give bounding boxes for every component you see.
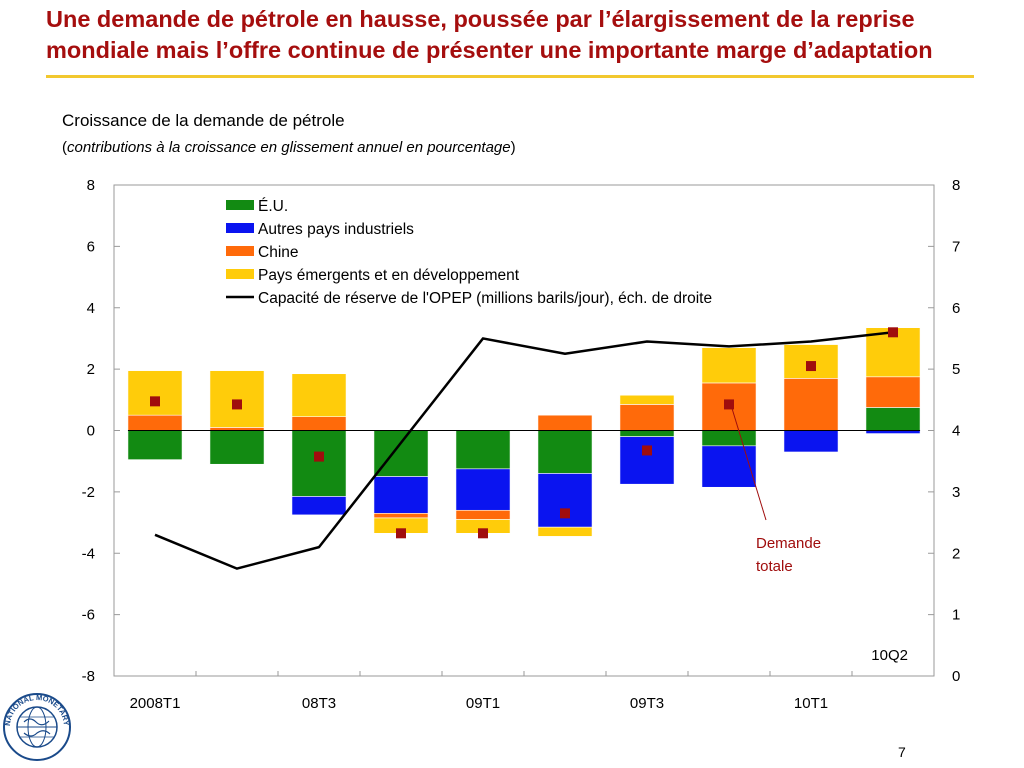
title-underline xyxy=(46,75,974,78)
x-axis-tick-label: 09T3 xyxy=(630,695,664,712)
bar-segment-other xyxy=(619,436,675,485)
total-demand-annotation-line2: totale xyxy=(756,558,793,575)
legend-swatch-other xyxy=(226,223,254,233)
x-axis-tick-label: 09T1 xyxy=(466,695,500,712)
bar-segment-us xyxy=(127,430,183,460)
chart-legend: É.U. Autres pays industriels Chine Pays éme… xyxy=(226,198,712,307)
bar-segment-china xyxy=(291,416,347,431)
total-demand-marker xyxy=(888,327,898,338)
bar-segment-emerging xyxy=(209,370,265,428)
bar-segment-emerging xyxy=(537,526,593,537)
bar-segment-china xyxy=(127,414,183,431)
bar-segment-emerging xyxy=(291,373,347,417)
chart-subtitle: (contributions à la croissance en glisse… xyxy=(62,139,516,156)
right-axis-tick-label: 4 xyxy=(952,423,960,440)
total-demand-marker xyxy=(478,528,488,539)
left-axis-tick-label: 6 xyxy=(87,238,95,255)
slide-title: Une demande de pétrole en hausse, poussé… xyxy=(46,6,933,63)
bar-segment-other xyxy=(783,430,839,453)
bar-segment-china xyxy=(865,376,921,408)
imf-logo: INTERNATIONAL MONETARY FUND xyxy=(2,692,71,761)
bar-segment-other xyxy=(291,496,347,516)
legend-swatch-china xyxy=(226,246,254,256)
bar-segment-us xyxy=(455,430,511,470)
total-demand-marker xyxy=(396,528,406,539)
legend-label-other: Autres pays industriels xyxy=(258,221,414,238)
chart-subtitle-text: contributions à la croissance en glissem… xyxy=(67,139,511,156)
stacked-bars xyxy=(127,327,921,537)
bar-segment-us xyxy=(701,430,757,447)
total-demand-marker xyxy=(806,361,816,372)
bar-segment-us xyxy=(865,407,921,431)
bar-segment-emerging xyxy=(619,394,675,405)
left-axis-tick-label: 0 xyxy=(87,423,95,440)
left-axis-tick-label: 4 xyxy=(87,300,95,317)
right-axis-tick-label: 7 xyxy=(952,238,960,255)
right-axis-tick-label: 5 xyxy=(952,361,960,378)
right-axis-tick-label: 1 xyxy=(952,607,960,624)
period-annotation: 10Q2 xyxy=(871,647,908,664)
left-axis-tick-label: -8 xyxy=(82,668,95,685)
total-demand-annotation-line1: Demande xyxy=(756,535,821,552)
axis-labels: 8 6 4 2 0 -2 -4 -6 -8 8 7 6 5 4 3 2 1 0 2008T1 08T3 09T1 09T3… xyxy=(82,177,961,712)
chart-title: Croissance de la demande de pétrole xyxy=(62,111,345,130)
right-axis-tick-label: 6 xyxy=(952,300,960,317)
left-axis-tick-label: 2 xyxy=(87,361,95,378)
legend-swatch-us xyxy=(226,200,254,210)
bar-segment-other xyxy=(455,468,511,511)
bar-segment-emerging xyxy=(701,347,757,384)
x-axis-tick-label: 2008T1 xyxy=(130,695,181,712)
bar-segment-us xyxy=(619,430,675,437)
left-axis-tick-label: 8 xyxy=(87,177,95,194)
legend-label-china: Chine xyxy=(258,244,299,261)
opec-spare-capacity-line xyxy=(154,331,894,570)
bar-segment-other xyxy=(373,476,429,514)
bar-segment-us xyxy=(537,430,593,474)
left-axis-tick-label: -2 xyxy=(82,484,95,501)
bar-segment-china xyxy=(537,414,593,431)
total-demand-marker xyxy=(150,396,160,407)
page-number: 7 xyxy=(898,744,906,760)
bar-segment-china xyxy=(619,404,675,431)
left-axis-tick-label: -4 xyxy=(82,545,95,562)
total-demand-marker xyxy=(314,451,324,462)
total-demand-marker xyxy=(642,445,652,456)
legend-label-us: É.U. xyxy=(258,198,288,215)
bar-segment-emerging xyxy=(127,370,183,416)
total-demand-callout-line xyxy=(731,408,767,521)
legend-swatch-emerging xyxy=(226,269,254,279)
left-axis-tick-label: -6 xyxy=(82,607,95,624)
total-demand-markers xyxy=(150,327,898,539)
right-axis-tick-label: 2 xyxy=(952,545,960,562)
bar-segment-china xyxy=(783,378,839,431)
right-axis-tick-label: 8 xyxy=(952,177,960,194)
total-demand-marker xyxy=(232,399,242,410)
bar-segment-other xyxy=(701,445,757,488)
x-axis-tick-label: 08T3 xyxy=(302,695,336,712)
legend-label-emerging: Pays émergents et en développement xyxy=(258,267,520,284)
bar-segment-us xyxy=(373,430,429,477)
right-axis-tick-label: 3 xyxy=(952,484,960,501)
bar-segment-china xyxy=(455,509,511,520)
axis-ticks xyxy=(114,184,934,677)
total-demand-marker xyxy=(724,399,734,410)
bar-segment-emerging xyxy=(865,327,921,378)
bar-segment-us xyxy=(291,430,347,497)
legend-label-opec: Capacité de réserve de l'OPEP (millions … xyxy=(258,290,712,307)
x-axis-tick-label: 10T1 xyxy=(794,695,828,712)
right-axis-tick-label: 0 xyxy=(952,668,960,685)
bar-segment-china xyxy=(373,513,429,519)
bar-segment-us xyxy=(209,430,265,465)
total-demand-marker xyxy=(560,508,570,519)
bar-segment-other xyxy=(537,473,593,528)
